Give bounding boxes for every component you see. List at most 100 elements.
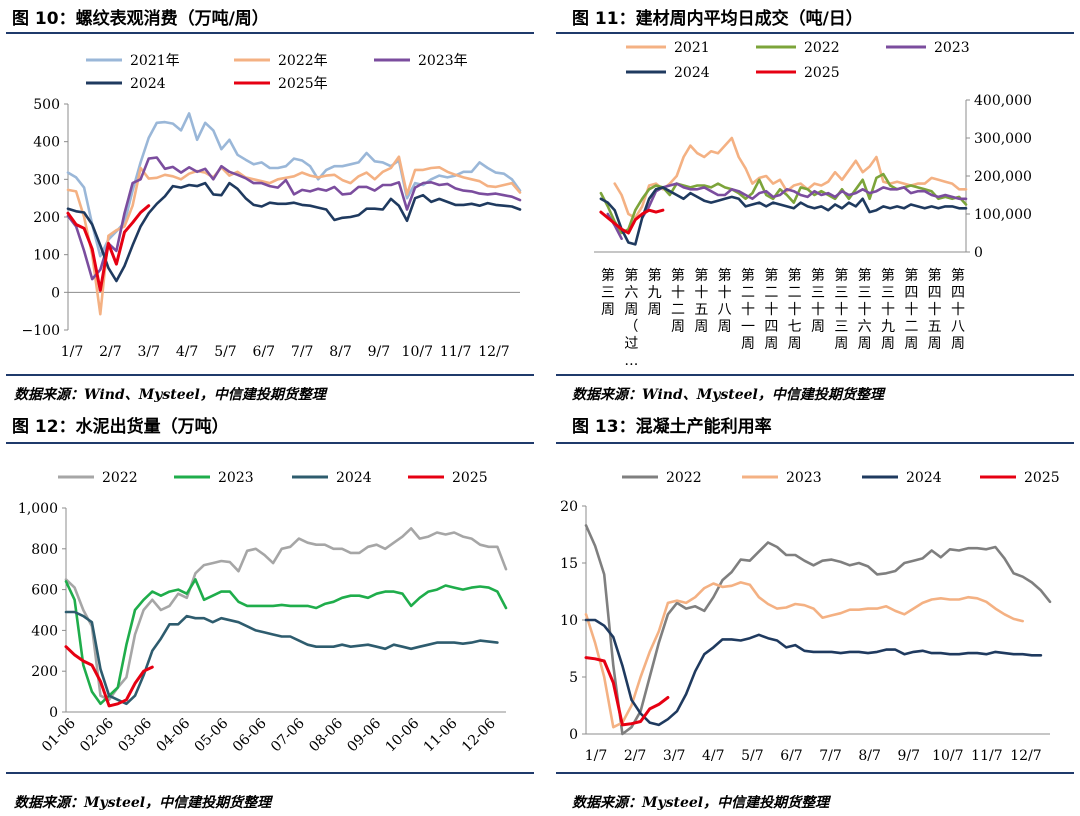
p10-x-tick-label: 3/7 — [137, 344, 160, 360]
p13-x-tick-label: 3/7 — [663, 748, 686, 764]
p11-legend-label-0: 2021 — [674, 40, 710, 56]
p10-y-tick-label: 200 — [33, 210, 60, 226]
p11-x-tick-label: 第三十六周 — [858, 267, 872, 352]
p13-x-tick-label: 4/7 — [702, 748, 725, 764]
rule-top-p11 — [556, 32, 1074, 34]
p13-legend-label-0: 2022 — [666, 470, 702, 486]
p10-x-tick-label: 6/7 — [253, 344, 276, 360]
p10-x-tick-label: 1/7 — [61, 344, 84, 360]
p11-series-line-4 — [599, 208, 665, 235]
p11-legend-label-3: 2024 — [674, 65, 710, 81]
p10-y-tick-label: 400 — [33, 135, 60, 151]
p12-legend-label-2: 2024 — [336, 470, 372, 486]
p13-y-tick-label: 10 — [560, 613, 578, 629]
p11-x-tick-label: 第三十九周 — [881, 267, 895, 352]
p12-y-tick-label: 0 — [49, 705, 58, 721]
p11-y-tick-label: 400,000 — [974, 93, 1032, 109]
p12-x-tick-label: 07-06 — [268, 715, 308, 755]
p11-x-tick-label: 第二十一周 — [741, 267, 755, 352]
p13-x-tick-label: 9/7 — [897, 748, 920, 764]
p12-legend-label-3: 2025 — [452, 470, 488, 486]
p10-x-tick-label: 5/7 — [214, 344, 237, 360]
p11-y-tick-label: 300,000 — [974, 131, 1032, 147]
p12-y-tick-label: 1,000 — [18, 501, 58, 517]
p11-legend-label-2: 2023 — [934, 40, 970, 56]
p11-x-tick-label: 第九周 — [648, 267, 662, 318]
p10-legend-label-2: 2023年 — [418, 53, 468, 69]
p12-legend-label-0: 2022 — [102, 470, 138, 486]
p12-x-tick-label: 02-06 — [77, 715, 117, 755]
p10-x-tick-label: 8/7 — [329, 344, 352, 360]
p10-x-tick-label: 11/7 — [440, 344, 471, 360]
p13-series-line-1 — [584, 581, 1024, 729]
chart-title-p12: 图 12：水泥出货量（万吨） — [12, 417, 229, 437]
p10-legend-label-0: 2021年 — [130, 53, 180, 69]
p10-legend-label-3: 2024 — [130, 76, 166, 92]
p10-series-line-3 — [66, 181, 522, 283]
source-note-p11: 数据来源：Wind、Mysteel，中信建投期货整理 — [572, 387, 884, 403]
rule-top-p13 — [556, 442, 1074, 444]
p10-y-tick-label: 100 — [33, 248, 60, 264]
p13-series-line-0 — [584, 524, 1052, 736]
p10-series-line-2 — [66, 156, 522, 281]
p13-x-tick-label: 12/7 — [1010, 748, 1041, 764]
p10-x-tick-label: 10/7 — [402, 344, 433, 360]
p11-y-tick-label: 0 — [974, 245, 983, 261]
p10-x-tick-label: 12/7 — [478, 344, 509, 360]
p13-legend-label-2: 2024 — [906, 470, 942, 486]
chart-title-p10: 图 10：螺纹表观消费（万吨/周） — [12, 9, 269, 29]
p11-series-line-3 — [599, 186, 968, 246]
p10-x-tick-label: 4/7 — [176, 344, 199, 360]
source-note-p12: 数据来源：Mysteel，中信建投期货整理 — [14, 795, 272, 811]
p13-y-tick-label: 5 — [569, 670, 578, 686]
p13-x-tick-label: 1/7 — [585, 748, 608, 764]
p12-legend-label-1: 2023 — [218, 470, 254, 486]
p12-x-tick-label: 10-06 — [383, 715, 423, 755]
p10-y-tick-label: 0 — [51, 285, 60, 301]
p11-x-tick-label: 第十二周 — [671, 267, 685, 335]
p12-x-tick-label: 01-06 — [39, 715, 79, 755]
p13-x-tick-label: 10/7 — [932, 748, 963, 764]
p10-x-tick-label: 2/7 — [99, 344, 122, 360]
p12-x-tick-label: 11-06 — [421, 715, 461, 755]
p11-legend-label-4: 2025 — [804, 65, 840, 81]
rule-bottom-p12 — [6, 772, 534, 774]
p12-x-tick-label: 08-06 — [306, 715, 346, 755]
rule-bottom-p10 — [6, 374, 534, 376]
p10-legend-label-1: 2022年 — [278, 53, 328, 69]
p10-y-tick-label: 500 — [33, 97, 60, 113]
p12-y-tick-label: 600 — [31, 583, 58, 599]
chart-title-p13: 图 13：混凝土产能利用率 — [572, 417, 772, 437]
p12-x-tick-label: 09-06 — [344, 715, 384, 755]
rule-top-p10 — [6, 32, 534, 34]
p13-x-tick-label: 5/7 — [741, 748, 764, 764]
p11-x-tick-label: 第三十三周 — [834, 267, 848, 352]
p10-series-line-0 — [66, 112, 522, 258]
p12-x-tick-label: 04-06 — [154, 715, 194, 755]
p10-legend-label-4: 2025年 — [278, 76, 328, 92]
p11-x-tick-label: 第十五周 — [694, 267, 708, 335]
p13-x-tick-label: 6/7 — [780, 748, 803, 764]
p13-series-line-3 — [584, 656, 670, 727]
p11-x-tick-label: 第十八周 — [718, 267, 732, 335]
p10-y-tick-label: −100 — [22, 323, 60, 339]
p12-x-tick-label: 06-06 — [230, 715, 270, 755]
p11-y-tick-label: 200,000 — [974, 169, 1032, 185]
p12-x-tick-label: 05-06 — [192, 715, 232, 755]
p11-x-tick-label: 第四十二周 — [904, 267, 918, 352]
p13-y-tick-label: 15 — [560, 556, 578, 572]
p11-x-tick-label: 第二十七周 — [788, 267, 802, 352]
rule-bottom-p11 — [556, 374, 1074, 376]
p12-y-tick-label: 400 — [31, 623, 58, 639]
p12-x-tick-label: 12-06 — [459, 715, 499, 755]
p13-x-tick-label: 8/7 — [858, 748, 881, 764]
chart-title-p11: 图 11：建材周内平均日成交（吨/日） — [572, 9, 863, 29]
p13-x-tick-label: 7/7 — [819, 748, 842, 764]
p12-y-tick-label: 800 — [31, 542, 58, 558]
p13-legend-label-1: 2023 — [786, 470, 822, 486]
p11-x-tick-label: 第二十四周 — [764, 267, 778, 352]
p10-x-tick-label: 7/7 — [291, 344, 314, 360]
p12-series-line-3 — [64, 645, 154, 708]
source-note-p10: 数据来源：Wind、Mysteel，中信建投期货整理 — [14, 387, 326, 403]
